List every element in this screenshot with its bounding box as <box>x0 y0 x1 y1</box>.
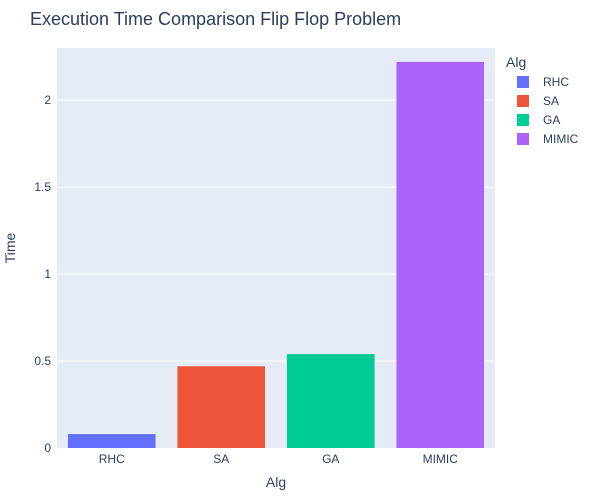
legend-label: SA <box>543 94 559 108</box>
legend-label: GA <box>543 113 560 127</box>
x-tick-labels: RHC SA GA MIMIC <box>99 452 458 466</box>
bar-ga <box>286 354 375 448</box>
bar-mimic <box>396 61 485 448</box>
x-axis-title: Alg <box>266 474 286 490</box>
bar-sa <box>177 366 266 448</box>
x-tick-label: SA <box>213 452 229 466</box>
x-tick-label: MIMIC <box>423 452 459 466</box>
legend-label: RHC <box>543 75 569 89</box>
y-axis-title: Time <box>2 232 18 263</box>
legend-items: RHC SA GA MIMIC <box>517 75 579 146</box>
y-tick-label: 1 <box>44 267 51 281</box>
y-tick-label: 0.5 <box>34 354 51 368</box>
legend-label: MIMIC <box>543 132 579 146</box>
x-tick-label: RHC <box>99 452 125 466</box>
legend-swatch <box>517 95 529 107</box>
y-tick-label: 2 <box>44 93 51 107</box>
legend-swatch <box>517 133 529 145</box>
chart-title: Execution Time Comparison Flip Flop Prob… <box>30 9 401 29</box>
legend: Alg RHC SA GA MIMIC <box>506 54 579 146</box>
legend-swatch <box>517 76 529 88</box>
y-tick-labels: 0 0.5 1 1.5 2 <box>34 93 51 455</box>
y-tick-label: 0 <box>44 441 51 455</box>
x-tick-label: GA <box>322 452 339 466</box>
bar-rhc <box>67 434 156 448</box>
y-tick-label: 1.5 <box>34 180 51 194</box>
legend-title: Alg <box>506 54 526 70</box>
bars <box>67 61 485 448</box>
legend-swatch <box>517 114 529 126</box>
